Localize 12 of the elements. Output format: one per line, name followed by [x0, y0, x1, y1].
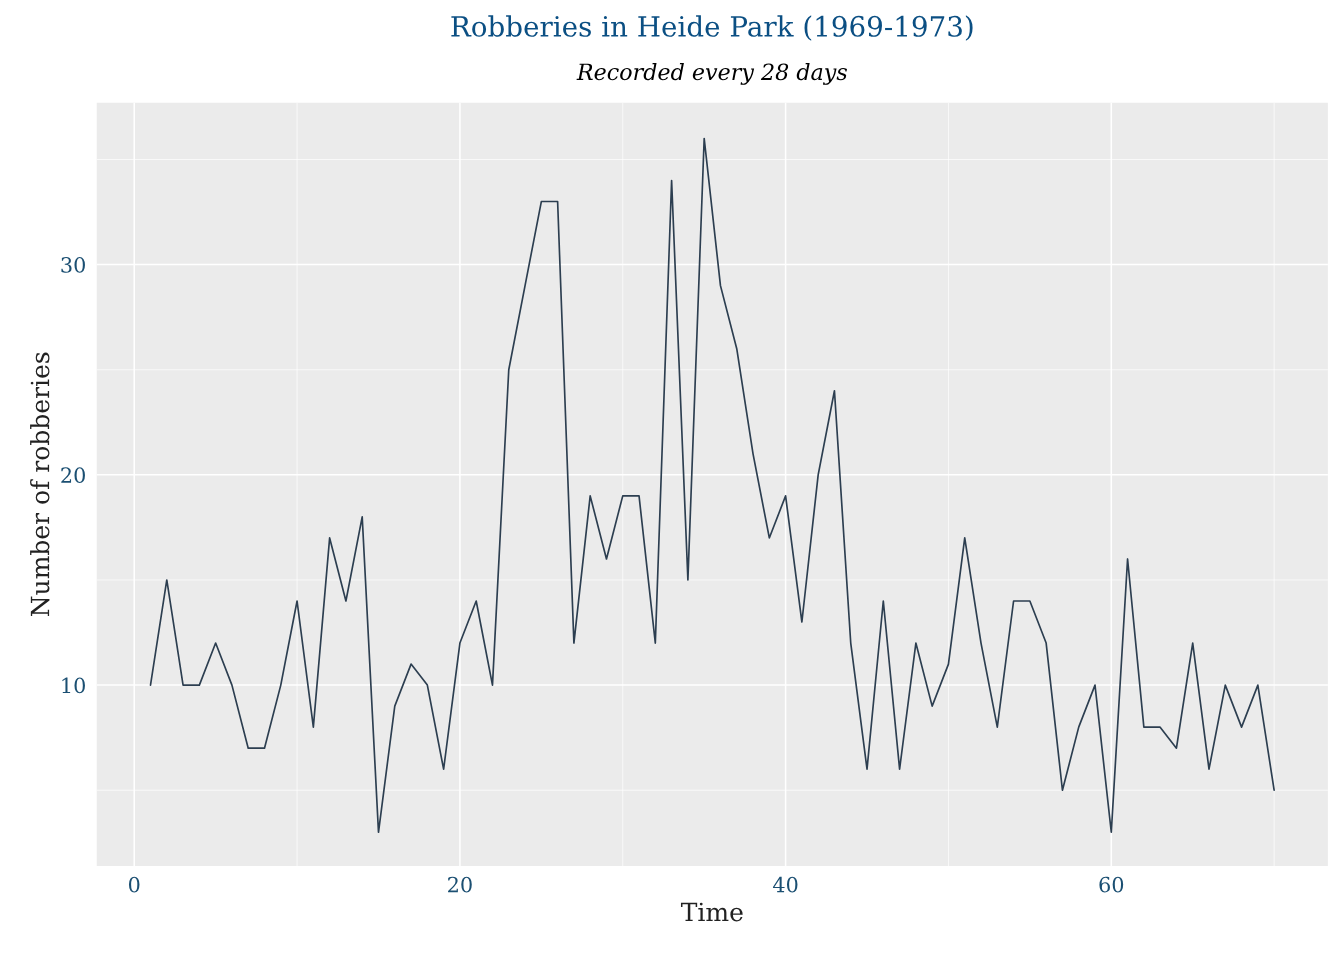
x-tick-label: 60 [1099, 876, 1124, 893]
y-tick-label: 30 [61, 257, 85, 273]
line-series [149, 137, 1275, 834]
y-tick-label: 10 [62, 677, 85, 694]
x-tick-label: 20 [448, 876, 472, 893]
y-tick-label: 20 [61, 467, 85, 484]
chart-subtitle: Recorded every 28 days [576, 63, 847, 85]
x-axis-title: Time [680, 902, 743, 922]
x-tick-label: 40 [772, 876, 798, 893]
chart-title: Robberies in Heide Park (1969-1973) [451, 15, 973, 41]
x-tick-label: 0 [128, 876, 140, 893]
y-axis-title: Number of robberies [30, 352, 50, 617]
